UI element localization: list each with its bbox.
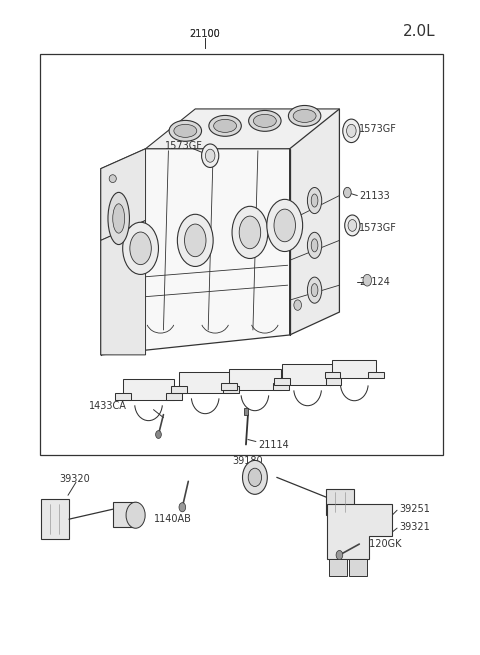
Text: 21124: 21124 [360,277,390,287]
Polygon shape [368,372,384,378]
Ellipse shape [288,105,321,126]
Text: 1433CA: 1433CA [89,401,127,411]
Polygon shape [123,379,174,400]
Polygon shape [41,499,69,539]
Text: 39320: 39320 [59,474,90,484]
Ellipse shape [174,124,197,138]
Circle shape [126,502,145,528]
Ellipse shape [232,206,268,259]
Ellipse shape [293,109,316,122]
Polygon shape [101,149,290,355]
Circle shape [363,274,372,286]
Text: 39180: 39180 [233,457,263,466]
Polygon shape [115,393,131,400]
Ellipse shape [184,224,206,257]
Ellipse shape [253,115,276,128]
Polygon shape [180,372,231,393]
Ellipse shape [239,216,261,249]
Circle shape [294,300,301,310]
Text: 39251: 39251 [399,504,430,514]
Polygon shape [333,360,376,378]
Bar [244,408,248,415]
Circle shape [242,460,267,495]
Polygon shape [324,372,340,378]
Ellipse shape [311,239,318,252]
Ellipse shape [109,175,116,183]
Circle shape [179,502,186,512]
Text: 2.0L: 2.0L [403,24,436,39]
Ellipse shape [311,194,318,207]
Ellipse shape [307,277,322,303]
Circle shape [248,468,262,487]
Text: 21100: 21100 [189,29,220,39]
Polygon shape [274,378,290,384]
Text: 1120GK: 1120GK [364,539,403,549]
Polygon shape [223,386,239,393]
Circle shape [205,149,215,162]
Text: 21100: 21100 [189,29,220,39]
Polygon shape [349,559,367,576]
Polygon shape [329,559,348,576]
Bar [39,54,443,455]
Ellipse shape [249,111,281,131]
Ellipse shape [130,232,151,265]
Ellipse shape [274,209,296,242]
Polygon shape [113,502,136,527]
Polygon shape [145,109,339,169]
Ellipse shape [123,222,158,274]
Ellipse shape [214,119,237,132]
Text: 1573GF: 1573GF [360,124,397,134]
Circle shape [343,119,360,143]
Polygon shape [325,378,341,384]
Circle shape [202,144,219,168]
Polygon shape [101,149,145,240]
Text: 1140AB: 1140AB [154,514,192,524]
Text: 1573GF: 1573GF [360,223,397,233]
Text: 21114: 21114 [258,440,288,449]
Polygon shape [327,504,392,559]
Ellipse shape [311,284,318,297]
Polygon shape [167,393,182,400]
Ellipse shape [113,204,125,233]
Polygon shape [273,383,288,390]
Ellipse shape [178,214,213,267]
Ellipse shape [267,199,302,252]
Polygon shape [326,489,354,515]
Polygon shape [101,221,145,355]
Circle shape [348,219,357,231]
Ellipse shape [169,121,202,141]
Ellipse shape [209,115,241,136]
Ellipse shape [307,187,322,214]
Circle shape [336,550,343,559]
Ellipse shape [108,193,130,244]
Circle shape [344,187,351,198]
Circle shape [347,124,356,138]
Text: 21133: 21133 [360,191,390,200]
Text: 39321: 39321 [399,522,430,532]
Polygon shape [221,383,237,390]
Text: 1573GF: 1573GF [166,141,204,151]
Polygon shape [290,109,339,335]
Polygon shape [171,386,187,393]
Polygon shape [229,369,281,390]
Ellipse shape [307,233,322,258]
Circle shape [156,430,161,438]
Circle shape [345,215,360,236]
Polygon shape [282,364,334,384]
